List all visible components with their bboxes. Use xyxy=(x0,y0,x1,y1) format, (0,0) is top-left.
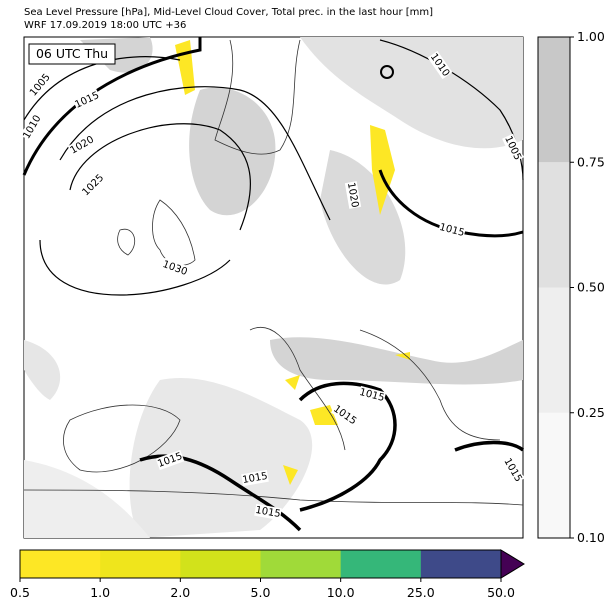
colorbar-segment xyxy=(20,550,101,578)
subtitle: WRF 17.09.2019 18:00 UTC +36 xyxy=(24,20,186,31)
isobar-label-bg xyxy=(27,71,53,99)
isobar-label-bg xyxy=(357,385,387,405)
title: Sea Level Pressure [hPa], Mid-Level Clou… xyxy=(24,7,433,18)
time-box xyxy=(28,43,116,65)
isobar-label-bg xyxy=(155,449,185,471)
colorbar-tick-label: 25.0 xyxy=(407,585,435,600)
isobar-label: 1020 xyxy=(345,182,360,209)
colorbar-tick-label: 5.0 xyxy=(251,585,271,600)
time-label: 06 UTC Thu xyxy=(36,46,108,61)
isobar-label-bg xyxy=(501,455,525,485)
colorbar-tick-label: 0.10 xyxy=(577,530,605,545)
colorbar-segment xyxy=(100,550,181,578)
isobar-label-bg xyxy=(67,133,97,157)
colorbar-tick-label: 10.0 xyxy=(327,585,355,600)
colorbar-segment xyxy=(538,37,570,163)
colorbar-tick-label: 0.50 xyxy=(577,280,605,295)
isobar-label-bg xyxy=(502,133,524,163)
precipitation xyxy=(175,40,410,485)
isobar-label-bg xyxy=(241,469,269,487)
colorbar-tick-label: 1.00 xyxy=(577,29,605,44)
isobar-label-bg xyxy=(160,257,190,279)
coastlines xyxy=(23,39,524,506)
isobar-label-bg xyxy=(254,503,282,521)
colorbar-segment xyxy=(260,550,342,578)
colorbar-tick-label: 50.0 xyxy=(487,585,515,600)
colorbar-segment xyxy=(340,550,422,578)
colorbar-segment xyxy=(538,412,570,538)
isobar-label-bg xyxy=(72,89,102,111)
isobar-label: 1015 xyxy=(254,505,281,520)
isobar-label-bg xyxy=(79,171,107,199)
colorbar-segment xyxy=(538,162,570,288)
isobar-label-bg xyxy=(330,402,360,428)
isobar-label-bg xyxy=(20,112,44,142)
colorbar-segment xyxy=(538,287,570,413)
colorbar-tick-label: 2.0 xyxy=(170,585,190,600)
isobar-label-bg xyxy=(427,50,453,80)
colorbar-tick-label: 0.5 xyxy=(10,585,30,600)
colorbar-tick-label: 0.25 xyxy=(577,405,605,420)
clouds xyxy=(24,37,523,538)
isobar-label: 1015 xyxy=(242,471,269,486)
isobar-label-bg xyxy=(344,181,362,209)
colorbar-segment xyxy=(180,550,261,578)
colorbar-tick-label: 1.0 xyxy=(90,585,110,600)
colorbar-tick-label: 0.75 xyxy=(577,154,605,169)
colorbar-extend xyxy=(500,549,525,579)
colorbar-segment xyxy=(420,550,502,578)
isobar-label-bg xyxy=(437,220,467,240)
map: 06 UTC Thu xyxy=(22,36,525,539)
